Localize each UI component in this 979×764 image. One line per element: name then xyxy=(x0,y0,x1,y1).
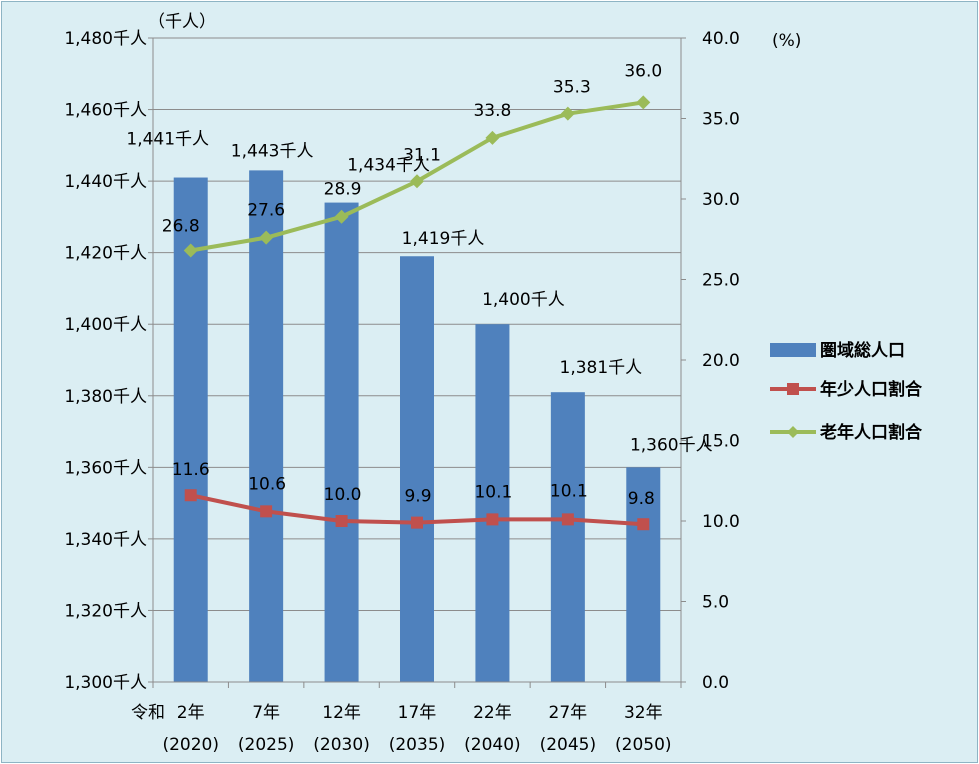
line-point xyxy=(561,513,574,526)
line-value-label: 9.8 xyxy=(628,489,655,509)
right-tick-label: 5.0 xyxy=(702,593,729,613)
left-tick-label: 1,440千人 xyxy=(64,172,147,192)
left-tick-label: 1,420千人 xyxy=(64,244,147,264)
bar xyxy=(324,202,359,683)
x-category-year: (2020) xyxy=(162,735,219,755)
axes: 1,300千人 1,320千人 1,340千人 1,360千人 1,380千人 1,400… xyxy=(64,29,740,755)
x-category-year: (2035) xyxy=(389,735,446,755)
legend-marker xyxy=(787,426,799,438)
line-value-label: 11.6 xyxy=(172,460,210,480)
line-value-label: 36.0 xyxy=(624,61,662,81)
line-point xyxy=(260,505,273,518)
line-point xyxy=(183,243,198,258)
x-category-label: 12年 xyxy=(322,703,361,723)
line-value-label: 28.9 xyxy=(324,180,362,200)
x-category-label: 32年 xyxy=(624,703,663,723)
line-point xyxy=(636,95,651,110)
x-category-year: (2030) xyxy=(313,735,370,755)
bar-value-label: 1,360千人 xyxy=(630,435,713,455)
data-labels: 1,441千人 1,443千人 1,434千人 1,419千人 1,400千人 1,381… xyxy=(126,61,712,509)
x-category-year: (2050) xyxy=(615,735,672,755)
right-tick-label: 30.0 xyxy=(702,190,740,210)
right-tick-label: 10.0 xyxy=(702,512,740,532)
line-value-label: 26.8 xyxy=(162,217,200,237)
line-value-label: 10.6 xyxy=(248,474,286,494)
bar-value-label: 1,381千人 xyxy=(560,358,643,378)
era-prefix: 令和 xyxy=(131,703,165,723)
line-value-label: 10.0 xyxy=(324,485,362,505)
left-tick-label: 1,320千人 xyxy=(64,601,147,621)
lines xyxy=(183,95,651,531)
line-value-label: 33.8 xyxy=(473,101,511,121)
bar xyxy=(475,324,510,682)
bar xyxy=(249,170,284,682)
x-category-label: 27年 xyxy=(549,703,588,723)
left-axis-unit: （千人） xyxy=(148,12,216,32)
x-category-year: (2045) xyxy=(540,735,597,755)
left-tick-label: 1,380千人 xyxy=(64,387,147,407)
left-tick-label: 1,460千人 xyxy=(64,101,147,121)
right-tick-label: 20.0 xyxy=(702,351,740,371)
bar-value-label: 1,400千人 xyxy=(482,290,565,310)
x-category-label: 2年 xyxy=(177,703,205,723)
bar xyxy=(400,256,434,682)
right-tick-label: 40.0 xyxy=(702,29,740,49)
right-tick-label: 0.0 xyxy=(702,673,729,693)
x-category-year: (2040) xyxy=(464,735,521,755)
line-value-label: 27.6 xyxy=(247,201,285,221)
x-category-year: (2025) xyxy=(238,735,295,755)
legend-swatch-bar xyxy=(770,343,816,357)
x-category-label: 17年 xyxy=(398,703,437,723)
bar xyxy=(626,467,661,682)
right-tick-label: 15.0 xyxy=(702,432,740,452)
x-category-label: 7年 xyxy=(252,703,280,723)
bars xyxy=(173,170,661,683)
left-tick-label: 1,400千人 xyxy=(64,315,147,335)
line-point xyxy=(259,230,274,245)
left-tick-label: 1,300千人 xyxy=(64,673,147,693)
legend-label: 圏域総人口 xyxy=(820,340,905,361)
bar xyxy=(550,392,585,682)
line-point xyxy=(410,174,424,189)
left-tick-label: 1,360千人 xyxy=(64,458,147,478)
bar-value-label: 1,434千人 xyxy=(347,156,430,176)
line-point xyxy=(637,518,650,531)
legend-marker xyxy=(787,383,799,395)
right-axis-unit: (%) xyxy=(772,31,801,51)
gridlines xyxy=(153,37,681,611)
line-value-label: 10.1 xyxy=(474,482,512,502)
line-point xyxy=(411,516,423,529)
x-category-label: 22年 xyxy=(473,703,512,723)
left-tick-label: 1,480千人 xyxy=(64,29,147,49)
bar-value-label: 1,419千人 xyxy=(402,229,485,249)
legend-label: 老年人口割合 xyxy=(819,422,923,443)
line-point xyxy=(485,130,500,145)
legend-label: 年少人口割合 xyxy=(820,379,923,400)
line-point xyxy=(486,513,499,526)
left-tick-label: 1,340千人 xyxy=(64,530,147,550)
line-point xyxy=(334,209,349,224)
line-point xyxy=(560,106,575,121)
bar-value-label: 1,443千人 xyxy=(231,141,314,161)
right-tick-label: 25.0 xyxy=(702,271,740,291)
line-value-label: 10.1 xyxy=(550,481,588,501)
line-value-label: 31.1 xyxy=(403,145,441,165)
right-tick-label: 35.0 xyxy=(702,110,740,130)
line-value-label: 9.9 xyxy=(404,487,431,507)
bar-value-label: 1,441千人 xyxy=(126,130,209,150)
line-point xyxy=(184,489,197,502)
bar xyxy=(173,177,208,683)
line-point xyxy=(335,515,348,527)
line-value-label: 35.3 xyxy=(553,78,591,98)
